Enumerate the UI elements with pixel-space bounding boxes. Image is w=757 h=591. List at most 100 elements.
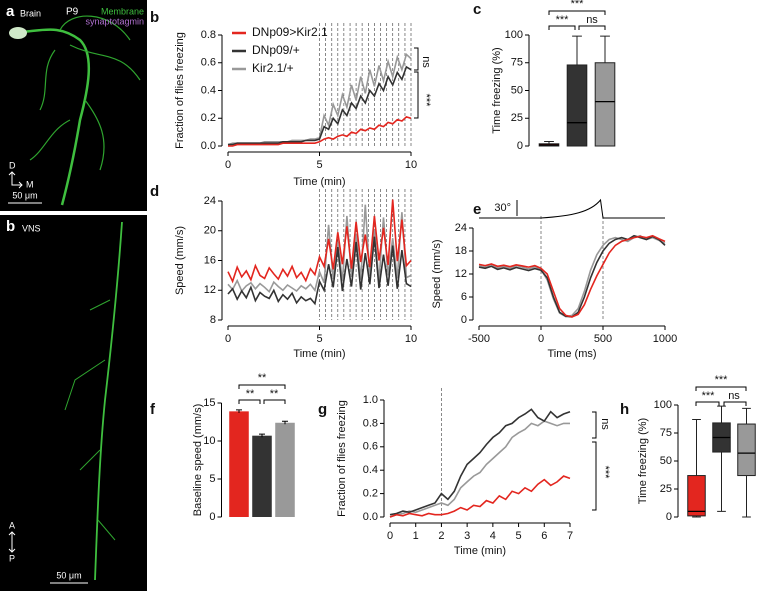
x-tick-label: 5 xyxy=(516,530,522,542)
panel-label: c xyxy=(473,1,481,18)
box xyxy=(687,475,706,517)
series-line xyxy=(478,234,666,318)
whisker-low xyxy=(742,475,751,518)
stage: P9 xyxy=(66,7,79,18)
chart-panel: d 8 12 16 20 24 Speed (mm/s) 0 5 10 Time (min) xyxy=(150,183,417,360)
series-line xyxy=(389,408,571,516)
scale-bar-label: 50 μm xyxy=(12,190,37,200)
neurites xyxy=(64,299,116,541)
chart-panel: h 0 25 50 75 100 Time freezing (%) *** *** ns xyxy=(620,374,756,523)
neurites xyxy=(29,15,141,171)
error-bar xyxy=(236,409,242,413)
x-tick-label: 7 xyxy=(567,530,573,542)
y-tick-label: 0.8 xyxy=(363,417,378,429)
significance-bracket xyxy=(578,25,606,30)
x-tick-label: -500 xyxy=(468,333,490,345)
y-axis-label: Fraction of flies freezing xyxy=(174,32,186,149)
image-panel-a: a Brain P9 Membrane synaptotagmin D M 50… xyxy=(0,0,147,211)
panel-label: g xyxy=(318,401,327,418)
box xyxy=(566,64,588,147)
error-bar xyxy=(259,433,265,438)
y-axis-label: Time freezing (%) xyxy=(491,47,503,133)
significance-bracket xyxy=(263,399,286,404)
significance-bracket xyxy=(238,384,286,389)
y-tick-label: 0.0 xyxy=(201,140,216,152)
region: Brain xyxy=(20,8,41,18)
y-tick-label: 6 xyxy=(461,291,467,303)
image-panel-b: b VNS A P 50 μm xyxy=(0,215,147,591)
y-axis-label: Fraction of flies freezing xyxy=(336,400,348,517)
legend-label: Kir2.1/+ xyxy=(252,61,294,75)
legend-label: DNp09/+ xyxy=(252,43,300,57)
significance-bracket xyxy=(414,71,419,119)
panel-label: b xyxy=(150,9,159,26)
whisker-low xyxy=(717,452,726,512)
x-tick-label: 500 xyxy=(594,333,612,345)
y-tick-label: 24 xyxy=(455,222,467,234)
bar xyxy=(229,411,249,517)
soma xyxy=(9,27,27,39)
panel-label: e xyxy=(473,201,481,218)
significance-label: ** xyxy=(258,372,267,384)
significance-bracket xyxy=(723,401,747,406)
significance-bracket xyxy=(592,441,597,511)
significance-label: ** xyxy=(270,388,279,400)
y-tick-label: 16 xyxy=(204,254,216,266)
significance-label: *** xyxy=(571,0,585,10)
chart-panel: b 0.0 0.2 0.4 0.6 0.8 Fraction of flies freezi… xyxy=(150,9,432,188)
y-tick-label: 0 xyxy=(517,140,523,152)
whisker-high xyxy=(572,35,582,65)
legend-label: DNp09>Kir2.1 xyxy=(252,25,328,39)
significance-label: *** xyxy=(420,94,432,108)
y-tick-label: 0 xyxy=(209,511,215,523)
y-tick-label: 15 xyxy=(203,397,215,409)
significance-bracket xyxy=(695,386,747,391)
error-bar xyxy=(282,420,288,425)
x-tick-label: 4 xyxy=(490,530,496,542)
orientation-arrows xyxy=(8,531,16,553)
series-line xyxy=(227,199,412,284)
whisker-high xyxy=(742,407,751,425)
whisker-high xyxy=(692,419,701,476)
series-line xyxy=(478,234,666,318)
stimulus-scale-label: 30° xyxy=(494,202,511,214)
significance-label: ns xyxy=(420,56,432,68)
significance-label: ns xyxy=(586,14,598,26)
bar xyxy=(252,435,272,517)
x-tick-label: 0 xyxy=(538,333,544,345)
y-tick-label: 0.0 xyxy=(363,511,378,523)
x-tick-label: 1 xyxy=(413,530,419,542)
y-tick-label: 0.2 xyxy=(201,112,216,124)
significance-bracket xyxy=(592,411,597,439)
chart-panel: g 0.0 0.2 0.4 0.6 0.8 1.0 Fraction of flies fre… xyxy=(318,388,611,557)
series-line xyxy=(478,234,666,318)
y-tick-label: 0.4 xyxy=(201,84,216,96)
neuron xyxy=(21,28,91,206)
panel-label: h xyxy=(620,401,629,418)
significance-bracket xyxy=(414,47,419,71)
orientation-arrows xyxy=(8,171,23,189)
axis-label: M xyxy=(26,179,34,189)
significance-label: ns xyxy=(728,390,740,402)
axis-label: A xyxy=(9,520,15,530)
y-tick-label: 75 xyxy=(660,427,672,439)
y-tick-label: 8 xyxy=(210,314,216,326)
y-axis-label: Speed (mm/s) xyxy=(431,239,443,308)
significance-label: *** xyxy=(556,14,570,26)
x-axis-label: Time (min) xyxy=(454,545,506,557)
neuron xyxy=(94,221,123,581)
x-tick-label: 0 xyxy=(225,159,231,171)
y-tick-label: 100 xyxy=(654,399,672,411)
series-line xyxy=(227,236,412,306)
x-tick-label: 10 xyxy=(405,333,417,345)
x-axis-label: Time (min) xyxy=(293,176,345,188)
y-tick-label: 100 xyxy=(505,29,523,41)
x-tick-label: 5 xyxy=(316,159,322,171)
y-tick-label: 12 xyxy=(455,268,467,280)
significance-label: ns xyxy=(599,418,611,430)
channel: synaptotagmin xyxy=(85,16,144,26)
